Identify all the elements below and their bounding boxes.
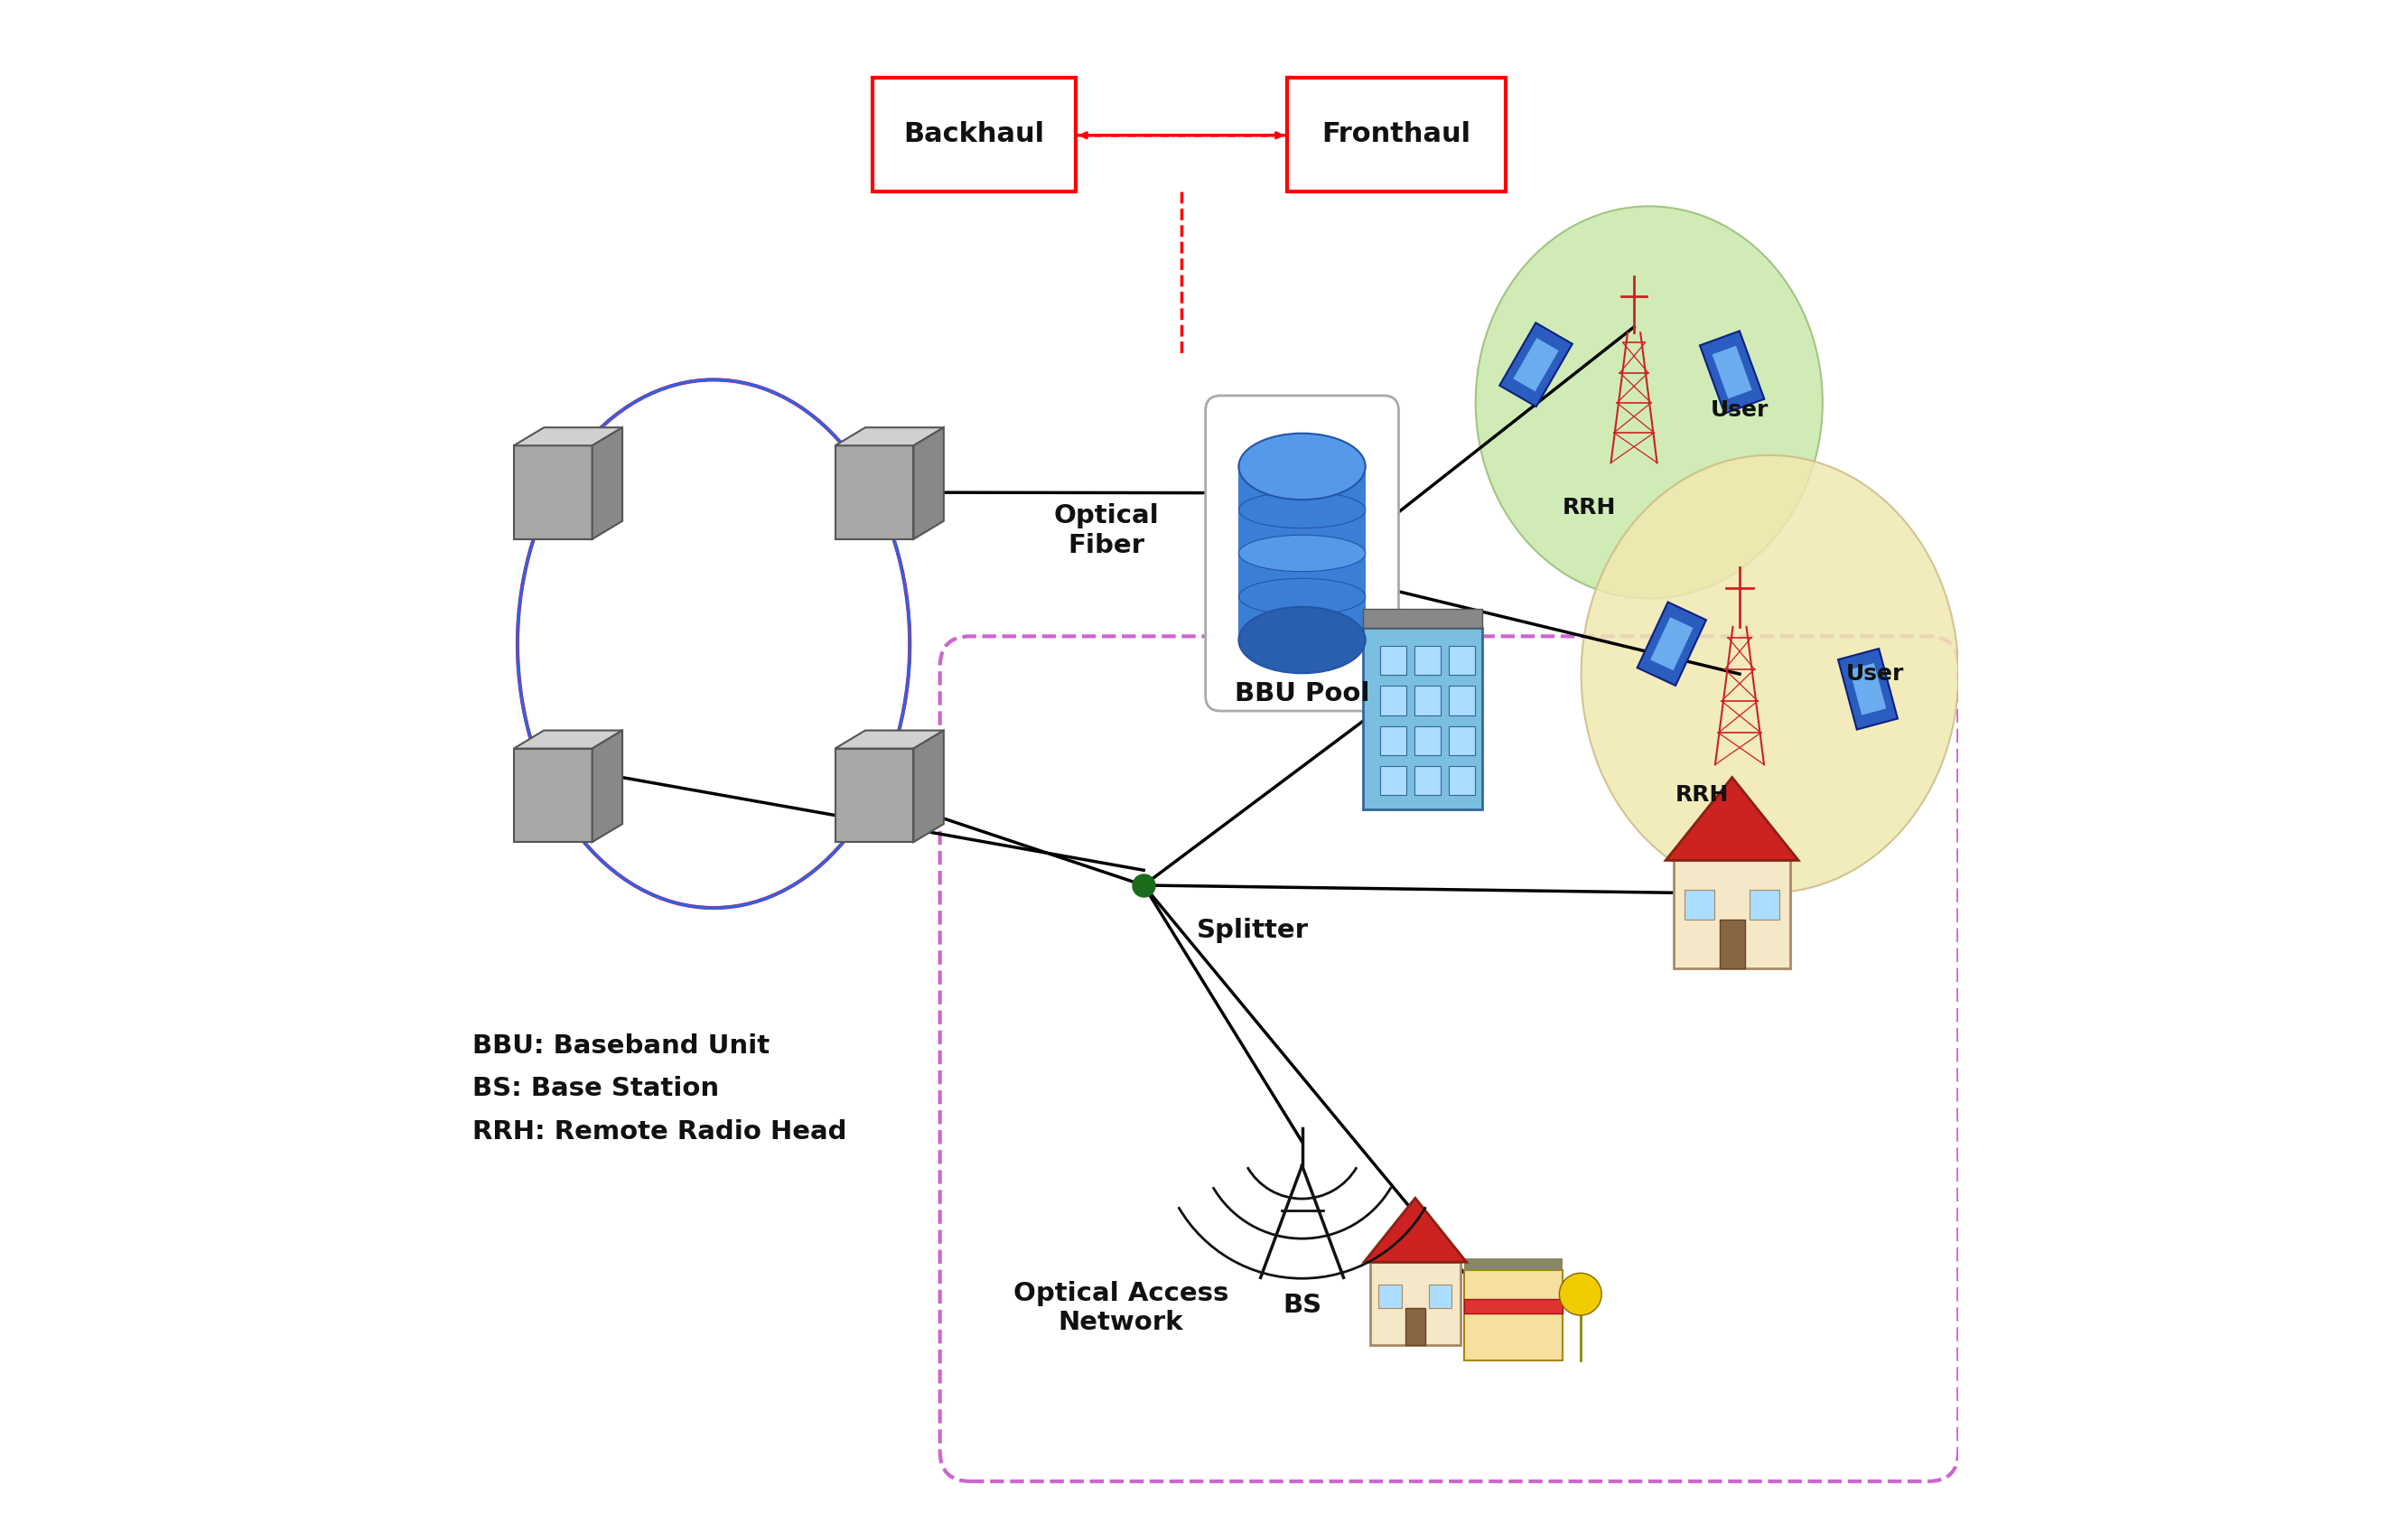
Text: RRH: RRH — [1676, 784, 1729, 805]
Polygon shape — [1370, 1263, 1459, 1346]
Polygon shape — [1666, 777, 1799, 860]
Polygon shape — [1380, 646, 1406, 675]
Ellipse shape — [1582, 456, 1958, 893]
FancyBboxPatch shape — [1286, 77, 1505, 191]
Ellipse shape — [1238, 578, 1365, 615]
FancyBboxPatch shape — [1206, 395, 1399, 712]
Text: RRH: RRH — [1563, 497, 1616, 519]
Polygon shape — [836, 445, 913, 539]
Polygon shape — [1413, 646, 1440, 675]
Polygon shape — [1450, 686, 1476, 715]
Polygon shape — [1500, 322, 1572, 407]
Polygon shape — [913, 427, 944, 539]
Text: BBU Pool: BBU Pool — [1235, 681, 1370, 707]
Polygon shape — [1450, 727, 1476, 755]
Ellipse shape — [1238, 607, 1365, 674]
Polygon shape — [913, 730, 944, 842]
Text: Splitter: Splitter — [1197, 917, 1308, 943]
Polygon shape — [1712, 345, 1753, 398]
Text: BBU: Baseband Unit
BS: Base Station
RRH: Remote Radio Head: BBU: Baseband Unit BS: Base Station RRH:… — [472, 1033, 848, 1145]
FancyBboxPatch shape — [872, 77, 1076, 191]
Ellipse shape — [1238, 448, 1365, 484]
Polygon shape — [1413, 727, 1440, 755]
Polygon shape — [1380, 686, 1406, 715]
Polygon shape — [592, 730, 621, 842]
Polygon shape — [1363, 1198, 1466, 1263]
Polygon shape — [1637, 603, 1707, 686]
Polygon shape — [513, 445, 592, 539]
Polygon shape — [1363, 609, 1483, 628]
Polygon shape — [1719, 919, 1746, 969]
Ellipse shape — [1238, 492, 1365, 528]
Polygon shape — [1406, 1308, 1426, 1346]
Polygon shape — [1450, 646, 1476, 675]
Ellipse shape — [1238, 534, 1365, 572]
Polygon shape — [1849, 663, 1885, 715]
Polygon shape — [1380, 727, 1406, 755]
Ellipse shape — [1238, 433, 1365, 500]
Polygon shape — [1837, 648, 1898, 730]
Polygon shape — [1380, 766, 1406, 795]
Polygon shape — [1464, 1270, 1563, 1361]
Polygon shape — [836, 427, 944, 445]
Text: User: User — [1710, 400, 1770, 421]
Polygon shape — [1377, 1285, 1401, 1308]
Polygon shape — [1512, 338, 1558, 392]
Polygon shape — [513, 748, 592, 842]
Polygon shape — [1649, 618, 1693, 671]
Polygon shape — [1428, 1285, 1452, 1308]
Polygon shape — [513, 730, 621, 748]
Polygon shape — [836, 730, 944, 748]
Text: User: User — [1847, 663, 1905, 684]
Polygon shape — [1686, 890, 1714, 919]
Polygon shape — [1413, 686, 1440, 715]
Polygon shape — [1700, 332, 1765, 413]
Polygon shape — [1751, 890, 1780, 919]
Text: Optical Access
Network: Optical Access Network — [1014, 1281, 1228, 1335]
Polygon shape — [1413, 766, 1440, 795]
Circle shape — [1560, 1273, 1601, 1316]
Polygon shape — [1450, 766, 1476, 795]
Polygon shape — [1464, 1299, 1563, 1314]
Text: Fronthaul: Fronthaul — [1322, 121, 1471, 148]
Ellipse shape — [1238, 622, 1365, 659]
Text: Optical
Fiber: Optical Fiber — [1052, 503, 1158, 559]
Text: BS: BS — [1283, 1293, 1322, 1319]
Polygon shape — [1363, 628, 1483, 810]
Polygon shape — [1674, 860, 1789, 969]
Polygon shape — [513, 427, 621, 445]
Polygon shape — [1238, 466, 1365, 640]
Polygon shape — [592, 427, 621, 539]
Polygon shape — [836, 748, 913, 842]
Ellipse shape — [1476, 206, 1823, 598]
Polygon shape — [1464, 1258, 1563, 1270]
Text: Backhaul: Backhaul — [903, 121, 1045, 148]
